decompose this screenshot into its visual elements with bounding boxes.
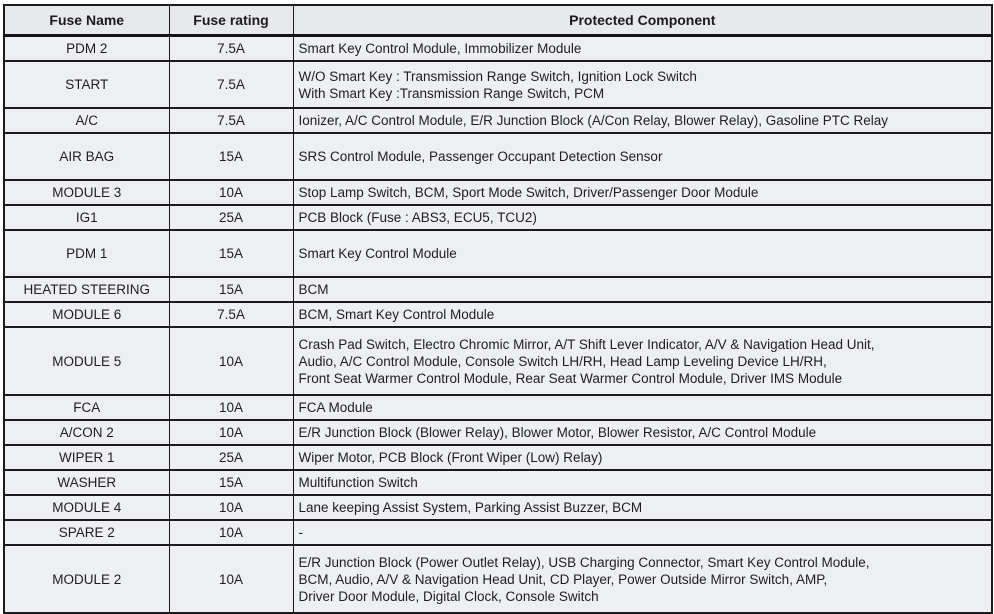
fuse-table-header: Fuse Name Fuse rating Protected Componen… — [3, 4, 993, 37]
table-row: SPARE 2 10A - — [3, 519, 993, 546]
fuse-rating-cell: 25A — [168, 444, 294, 471]
fuse-rating-cell: 15A — [168, 469, 294, 496]
fuse-name-cell: MODULE 4 — [3, 494, 170, 521]
fuse-rating-cell: 10A — [168, 179, 294, 206]
protected-component-cell: BCM — [292, 276, 993, 303]
table-row: MODULE 5 10A Crash Pad Switch, Electro C… — [3, 326, 993, 396]
fuse-rating-cell: 10A — [168, 419, 294, 446]
fuse-rating-cell: 10A — [168, 544, 294, 614]
table-row: IG1 25A PCB Block (Fuse : ABS3, ECU5, TC… — [3, 204, 993, 231]
column-header-protected-component: Protected Component — [292, 4, 993, 37]
protected-component-cell: Smart Key Control Module, Immobilizer Mo… — [292, 34, 993, 62]
table-row: HEATED STEERING 15A BCM — [3, 276, 993, 303]
protected-component-cell: Multifunction Switch — [292, 469, 993, 496]
fuse-table: Fuse Name Fuse rating Protected Componen… — [3, 4, 993, 614]
table-row: PDM 2 7.5A Smart Key Control Module, Imm… — [3, 34, 993, 62]
header-row: Fuse Name Fuse rating Protected Componen… — [3, 4, 993, 37]
fuse-name-cell: PDM 2 — [3, 34, 170, 62]
fuse-name-cell: A/CON 2 — [3, 419, 170, 446]
protected-component-cell: Lane keeping Assist System, Parking Assi… — [292, 494, 993, 521]
table-row: A/CON 2 10A E/R Junction Block (Blower R… — [3, 419, 993, 446]
table-row: A/C 7.5A Ionizer, A/C Control Module, E/… — [3, 107, 993, 134]
fuse-name-cell: MODULE 3 — [3, 179, 170, 206]
fuse-rating-cell: 7.5A — [168, 107, 294, 134]
fuse-rating-cell: 7.5A — [168, 60, 294, 109]
protected-component-cell: E/R Junction Block (Power Outlet Relay),… — [292, 544, 993, 614]
fuse-name-cell: MODULE 6 — [3, 301, 170, 328]
protected-component-cell: PCB Block (Fuse : ABS3, ECU5, TCU2) — [292, 204, 993, 231]
column-header-fuse-rating: Fuse rating — [168, 4, 294, 37]
protected-component-cell: BCM, Smart Key Control Module — [292, 301, 993, 328]
column-header-fuse-name: Fuse Name — [3, 4, 170, 37]
protected-component-cell: Smart Key Control Module — [292, 229, 993, 278]
table-row: MODULE 3 10A Stop Lamp Switch, BCM, Spor… — [3, 179, 993, 206]
protected-component-cell: Wiper Motor, PCB Block (Front Wiper (Low… — [292, 444, 993, 471]
table-row: WASHER 15A Multifunction Switch — [3, 469, 993, 496]
table-row: MODULE 2 10A E/R Junction Block (Power O… — [3, 544, 993, 614]
fuse-rating-cell: 15A — [168, 229, 294, 278]
table-row: MODULE 6 7.5A BCM, Smart Key Control Mod… — [3, 301, 993, 328]
table-row: AIR BAG 15A SRS Control Module, Passenge… — [3, 132, 993, 181]
fuse-rating-cell: 25A — [168, 204, 294, 231]
table-row: START 7.5A W/O Smart Key : Transmission … — [3, 60, 993, 109]
fuse-name-cell: IG1 — [3, 204, 170, 231]
fuse-name-cell: MODULE 5 — [3, 326, 170, 396]
protected-component-cell: Crash Pad Switch, Electro Chromic Mirror… — [292, 326, 993, 396]
fuse-rating-cell: 10A — [168, 494, 294, 521]
fuse-name-cell: AIR BAG — [3, 132, 170, 181]
fuse-rating-cell: 7.5A — [168, 301, 294, 328]
table-row: FCA 10A FCA Module — [3, 394, 993, 421]
protected-component-cell: Stop Lamp Switch, BCM, Sport Mode Switch… — [292, 179, 993, 206]
table-row: MODULE 4 10A Lane keeping Assist System,… — [3, 494, 993, 521]
protected-component-cell: Ionizer, A/C Control Module, E/R Junctio… — [292, 107, 993, 134]
table-row: PDM 1 15A Smart Key Control Module — [3, 229, 993, 278]
fuse-name-cell: A/C — [3, 107, 170, 134]
fuse-name-cell: MODULE 2 — [3, 544, 170, 614]
fuse-rating-cell: 10A — [168, 519, 294, 546]
fuse-rating-cell: 15A — [168, 276, 294, 303]
fuse-table-body: PDM 2 7.5A Smart Key Control Module, Imm… — [3, 34, 993, 614]
fuse-name-cell: WASHER — [3, 469, 170, 496]
fuse-rating-cell: 10A — [168, 394, 294, 421]
fuse-name-cell: FCA — [3, 394, 170, 421]
fuse-name-cell: START — [3, 60, 170, 109]
fuse-name-cell: HEATED STEERING — [3, 276, 170, 303]
fuse-name-cell: PDM 1 — [3, 229, 170, 278]
protected-component-cell: E/R Junction Block (Blower Relay), Blowe… — [292, 419, 993, 446]
protected-component-cell: - — [292, 519, 993, 546]
fuse-rating-cell: 10A — [168, 326, 294, 396]
fuse-rating-cell: 7.5A — [168, 34, 294, 62]
fuse-rating-cell: 15A — [168, 132, 294, 181]
protected-component-cell: FCA Module — [292, 394, 993, 421]
table-row: WIPER 1 25A Wiper Motor, PCB Block (Fron… — [3, 444, 993, 471]
fuse-name-cell: SPARE 2 — [3, 519, 170, 546]
fuse-name-cell: WIPER 1 — [3, 444, 170, 471]
protected-component-cell: W/O Smart Key : Transmission Range Switc… — [292, 60, 993, 109]
protected-component-cell: SRS Control Module, Passenger Occupant D… — [292, 132, 993, 181]
